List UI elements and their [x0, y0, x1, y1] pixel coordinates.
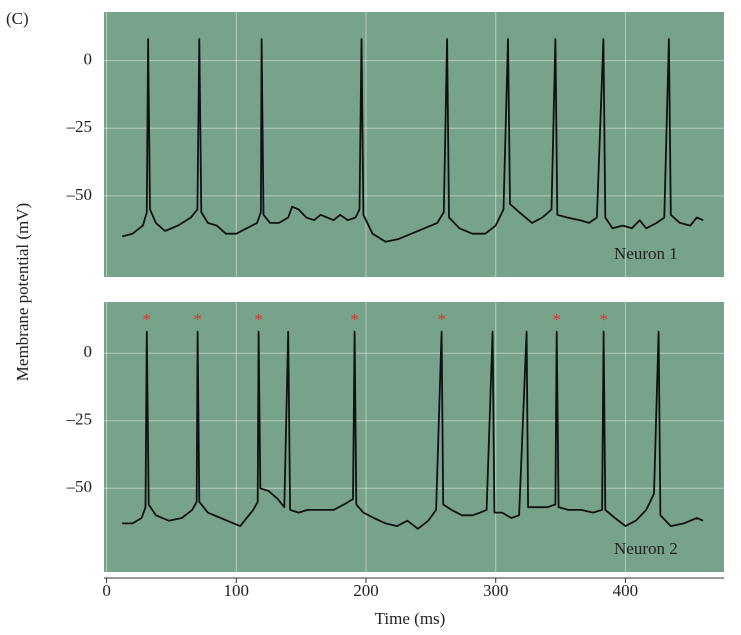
spike-marker: * — [350, 310, 359, 329]
x-tick-label: 400 — [613, 581, 639, 600]
y-tick-label: –25 — [66, 117, 93, 136]
x-tick-label: 0 — [102, 581, 111, 600]
plot-background — [104, 12, 724, 277]
trace — [122, 330, 704, 530]
spike-marker: * — [552, 310, 561, 329]
spike-marker: * — [143, 310, 152, 329]
x-tick-label: 200 — [353, 581, 379, 600]
y-tick-label: –50 — [66, 477, 93, 496]
y-tick-label: –25 — [66, 410, 93, 429]
trace-label: Neuron 2 — [614, 539, 678, 558]
x-axis-label: Time (ms) — [375, 609, 446, 628]
panel-label: (C) — [6, 9, 29, 28]
y-tick-label: 0 — [84, 50, 93, 69]
spike-marker: * — [437, 310, 446, 329]
trace-label: Neuron 1 — [614, 244, 678, 263]
spike-marker: * — [599, 310, 608, 329]
x-tick-label: 100 — [224, 581, 250, 600]
x-tick-label: 300 — [483, 581, 509, 600]
y-axis-label: Membrane potential (mV) — [13, 203, 32, 381]
trace — [121, 38, 704, 243]
y-tick-label: 0 — [84, 342, 93, 361]
spike-marker: * — [193, 310, 202, 329]
plot-background — [104, 302, 724, 572]
spike-marker: * — [254, 310, 263, 329]
y-tick-label: –50 — [66, 185, 93, 204]
